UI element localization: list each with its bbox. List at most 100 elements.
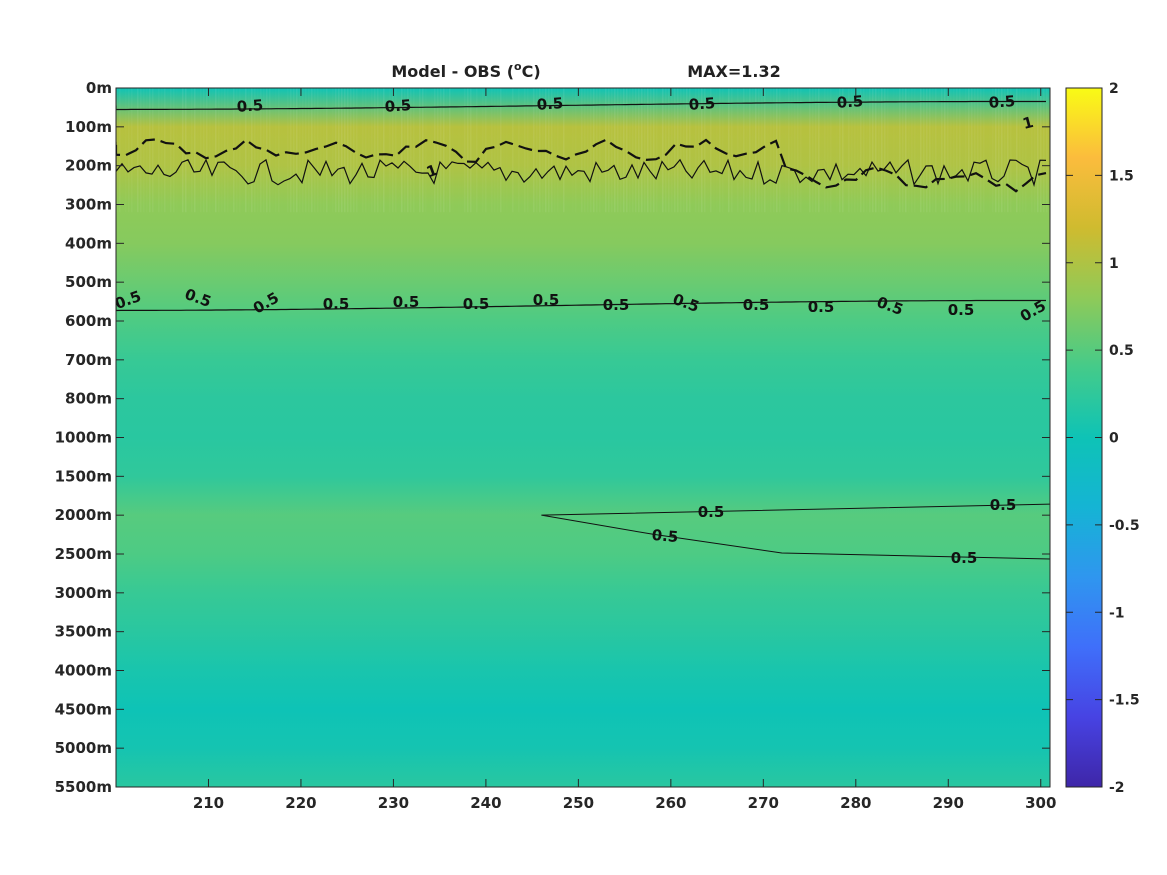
heatmap-stripe	[1028, 88, 1030, 212]
heatmap-stripe	[407, 88, 409, 213]
heatmap-stripe	[1040, 88, 1042, 213]
heatmap-stripe	[884, 88, 886, 213]
heatmap-stripe	[197, 88, 199, 212]
heatmap-stripe	[1022, 88, 1024, 212]
chart-max-label: MAX=1.32	[687, 62, 781, 81]
heatmap-stripe	[188, 88, 190, 212]
contour-line-0.5-shallow	[116, 100, 1046, 111]
heatmap-stripe	[374, 88, 376, 213]
heatmap-stripe	[959, 88, 961, 213]
heatmap-stripe	[167, 88, 169, 212]
heatmap-stripe	[641, 88, 643, 213]
heatmap-stripe	[302, 88, 304, 212]
heatmap-stripe	[176, 88, 178, 212]
contour-label: 0.5	[688, 94, 716, 114]
heatmap-stripe	[383, 88, 385, 213]
heatmap-stripe	[272, 88, 274, 212]
heatmap-stripe	[896, 88, 898, 212]
heatmap-stripe	[893, 88, 895, 212]
contour-label: 0.5	[743, 296, 770, 314]
contour-label: 0.5	[836, 92, 864, 112]
heatmap-stripe	[944, 88, 946, 213]
heatmap-stripe	[608, 88, 610, 213]
heatmap-stripe	[332, 88, 334, 212]
colorbar-tick-label: 1.5	[1109, 168, 1134, 184]
heatmap-stripe	[122, 88, 124, 212]
contour-line-1-thick	[116, 138, 1047, 193]
heatmap-stripe	[704, 88, 706, 213]
heatmap-stripe	[788, 88, 790, 212]
y-axis: 0m 100m 200m 300m 400m 500m 600m 700m 800m 1000m 1…	[55, 79, 1050, 796]
heatmap-stripe	[779, 88, 781, 213]
heatmap-stripe	[860, 88, 862, 213]
heatmap-stripe	[344, 88, 346, 213]
heatmap-stripe	[317, 88, 319, 212]
heatmap-stripe	[818, 88, 820, 213]
heatmap-stripe	[581, 88, 583, 213]
heatmap-stripe	[194, 88, 196, 213]
heatmap-stripe	[299, 88, 301, 212]
heatmap-stripe	[1007, 88, 1009, 213]
heatmap-stripe	[878, 88, 880, 212]
contour-label: 0.5	[236, 96, 264, 116]
y-tick-label: 3000m	[55, 584, 112, 602]
heatmap-stripe	[476, 88, 478, 213]
x-tick-label: 240	[470, 794, 501, 812]
x-tick-label: 290	[933, 794, 964, 812]
x-tick-label: 210	[193, 794, 224, 812]
y-tick-label: 5500m	[55, 778, 112, 796]
heatmap-stripe	[1025, 88, 1027, 212]
heatmap-stripe	[770, 88, 772, 212]
contour-lines	[116, 100, 1050, 560]
chart-title: Model - OBS (oC)	[391, 60, 540, 81]
heatmap-stripe	[326, 88, 328, 213]
heatmap-stripe	[659, 88, 661, 212]
x-tick-label: 280	[840, 794, 871, 812]
heatmap-stripe	[953, 88, 955, 212]
heatmap-stripe	[209, 88, 211, 212]
y-tick-label: 200m	[65, 157, 112, 175]
heatmap-stripe	[614, 88, 616, 213]
heatmap-stripe	[809, 88, 811, 213]
heatmap-stripe	[962, 88, 964, 212]
heatmap-stripe	[575, 88, 577, 212]
heatmap-stripe	[590, 88, 592, 213]
heatmap-stripe	[440, 88, 442, 213]
heatmap-stripe	[251, 88, 253, 213]
heatmap-stripe	[179, 88, 181, 212]
heatmap-stripe	[839, 88, 841, 213]
heatmap-stripe	[767, 88, 769, 212]
heatmap-stripe	[290, 88, 292, 213]
heatmap-stripe	[680, 88, 682, 213]
heatmap-stripe	[362, 88, 364, 212]
heatmap-stripe	[785, 88, 787, 212]
heatmap-stripe	[500, 88, 502, 213]
heatmap-stripe	[356, 88, 358, 213]
heatmap-stripe	[938, 88, 940, 212]
x-tick-label: 300	[1025, 794, 1056, 812]
heatmap-stripe	[755, 88, 757, 213]
contour-label: 0.5	[384, 96, 412, 116]
heatmap-stripe	[722, 88, 724, 212]
y-tick-label: 600m	[65, 312, 112, 330]
heatmap-stripe	[731, 88, 733, 213]
heatmap-stripe	[935, 88, 937, 213]
heatmap-stripe	[926, 88, 928, 213]
contour-label: 0.5	[533, 291, 560, 309]
heatmap-stripe	[677, 88, 679, 213]
heatmap-stripe	[599, 88, 601, 212]
heatmap-stripe	[632, 88, 634, 213]
heatmap-stripe	[689, 88, 691, 213]
y-tick-label: 2000m	[55, 506, 112, 524]
heatmap-stripe	[524, 88, 526, 212]
heatmap-stripe	[437, 88, 439, 213]
heatmap-stripe	[584, 88, 586, 212]
heatmap-stripe	[941, 88, 943, 213]
y-tick-label: 4000m	[55, 662, 112, 680]
heatmap-stripe	[284, 88, 286, 212]
heatmap-stripe	[905, 88, 907, 213]
colorbar: 2 1.5 1 0.5 0 -0.5 -1 -1.5 -2	[1065, 81, 1140, 796]
heatmap-stripe	[125, 88, 127, 212]
y-tick-label: 0m	[86, 79, 112, 97]
